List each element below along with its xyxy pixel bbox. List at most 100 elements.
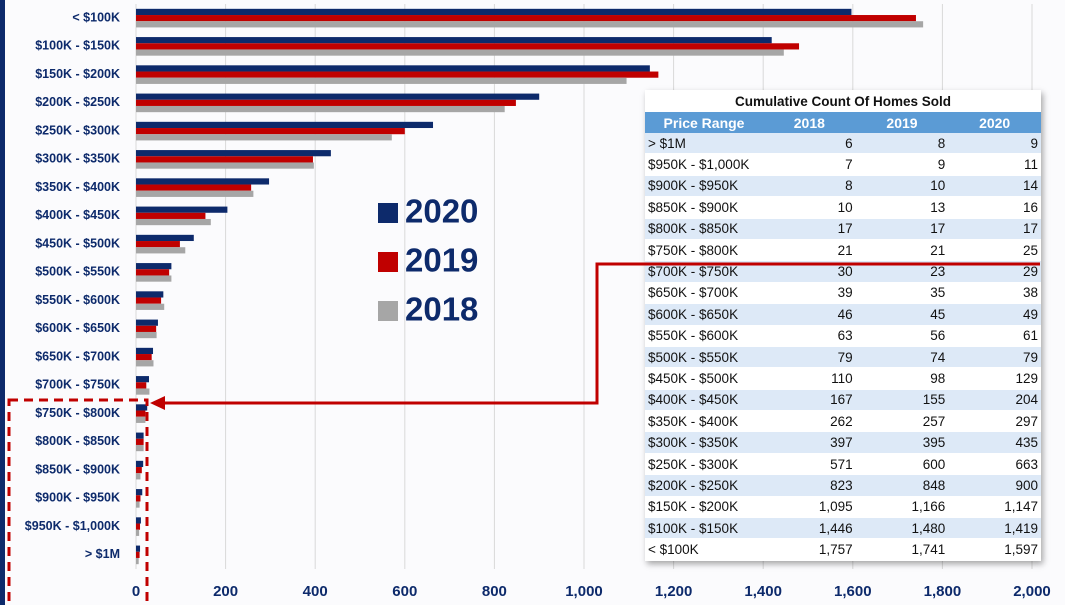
row-label: $150K - $200K	[645, 496, 763, 517]
cell: 1,446	[763, 518, 856, 539]
cell: 74	[856, 346, 949, 367]
bar	[136, 191, 253, 197]
cell: 29	[948, 261, 1041, 282]
table-title: Cumulative Count Of Homes Sold	[645, 90, 1041, 112]
bar	[136, 546, 140, 552]
cell: 39	[763, 282, 856, 303]
row-label: $750K - $800K	[645, 239, 763, 260]
x-tick-label: 0	[132, 583, 140, 600]
y-tick-label: $200K - $250K	[35, 95, 120, 109]
column-header: 2020	[948, 112, 1041, 133]
bar	[136, 558, 139, 564]
bar	[136, 388, 149, 394]
bar	[136, 517, 141, 523]
y-tick-label: $300K - $350K	[35, 152, 120, 166]
cell: 10	[856, 175, 949, 196]
y-tick-label: $450K - $500K	[35, 236, 120, 250]
bar	[136, 219, 211, 225]
bar	[136, 128, 405, 134]
bar	[136, 15, 916, 21]
bar	[136, 207, 227, 213]
legend-swatch	[378, 252, 398, 272]
bar	[136, 78, 627, 84]
cell: 17	[763, 218, 856, 239]
cell: 257	[856, 411, 949, 432]
legend-swatch	[378, 301, 398, 321]
bar	[136, 332, 157, 338]
row-label: $200K - $250K	[645, 475, 763, 496]
bar	[136, 106, 505, 112]
bar	[136, 235, 194, 241]
cell: 167	[763, 389, 856, 410]
bar	[136, 467, 142, 473]
cell: 1,095	[763, 496, 856, 517]
page: 02004006008001,0001,2001,4001,6001,8002,…	[0, 0, 1065, 605]
y-tick-label: $100K - $150K	[35, 39, 120, 53]
y-tick-label: $600K - $650K	[35, 321, 120, 335]
bar	[136, 433, 144, 439]
bar	[136, 37, 772, 43]
bar	[136, 404, 147, 410]
cell: 1,419	[948, 518, 1041, 539]
cell: 7	[763, 154, 856, 175]
cell: 38	[948, 282, 1041, 303]
cell: 571	[763, 453, 856, 474]
side-stripe	[0, 0, 5, 605]
cell: 21	[763, 239, 856, 260]
row-label: $600K - $650K	[645, 304, 763, 325]
cell: 663	[948, 453, 1041, 474]
bar	[136, 178, 269, 184]
cell: 63	[763, 325, 856, 346]
row-label: $250K - $300K	[645, 453, 763, 474]
cell: 21	[856, 239, 949, 260]
bar	[136, 291, 163, 297]
cell: 297	[948, 411, 1041, 432]
cell: 46	[763, 304, 856, 325]
bar	[136, 495, 140, 501]
cell: 9	[948, 133, 1041, 154]
y-tick-label: $500K - $550K	[35, 265, 120, 279]
cell: 45	[856, 304, 949, 325]
cell: 900	[948, 475, 1041, 496]
bar	[136, 326, 156, 332]
bar	[136, 43, 799, 49]
cell: 17	[948, 218, 1041, 239]
cell: 8	[763, 175, 856, 196]
y-tick-label: > $1M	[85, 547, 120, 561]
cell: 30	[763, 261, 856, 282]
y-tick-label: $350K - $400K	[35, 180, 120, 194]
x-tick-label: 1,400	[744, 583, 782, 600]
cell: 10	[763, 197, 856, 218]
row-label: $500K - $550K	[645, 346, 763, 367]
x-tick-label: 200	[213, 583, 238, 600]
bar	[136, 439, 144, 445]
y-tick-label: $800K - $850K	[35, 434, 120, 448]
y-tick-label: $650K - $700K	[35, 349, 120, 363]
bar	[136, 241, 180, 247]
bar	[136, 376, 149, 382]
cell: 204	[948, 389, 1041, 410]
row-label: $450K - $500K	[645, 368, 763, 389]
row-label: $400K - $450K	[645, 389, 763, 410]
cell: 98	[856, 368, 949, 389]
bar	[136, 461, 143, 467]
cell: 129	[948, 368, 1041, 389]
bar	[136, 100, 516, 106]
cell: 155	[856, 389, 949, 410]
y-tick-label: $950K - $1,000K	[25, 519, 120, 533]
bar	[136, 213, 205, 219]
bar	[136, 298, 161, 304]
cell: 23	[856, 261, 949, 282]
cell: 110	[763, 368, 856, 389]
x-tick-label: 1,600	[834, 583, 872, 600]
